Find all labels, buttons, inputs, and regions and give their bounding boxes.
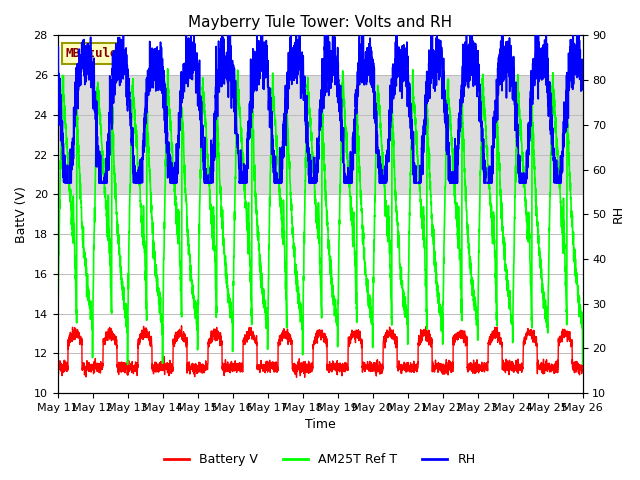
X-axis label: Time: Time <box>305 419 335 432</box>
Bar <box>58 75 582 194</box>
Title: Mayberry Tule Tower: Volts and RH: Mayberry Tule Tower: Volts and RH <box>188 15 452 30</box>
Text: MB_tule: MB_tule <box>65 47 118 60</box>
Y-axis label: BattV (V): BattV (V) <box>15 186 28 243</box>
Legend: Battery V, AM25T Ref T, RH: Battery V, AM25T Ref T, RH <box>159 448 481 471</box>
Y-axis label: RH: RH <box>612 205 625 223</box>
